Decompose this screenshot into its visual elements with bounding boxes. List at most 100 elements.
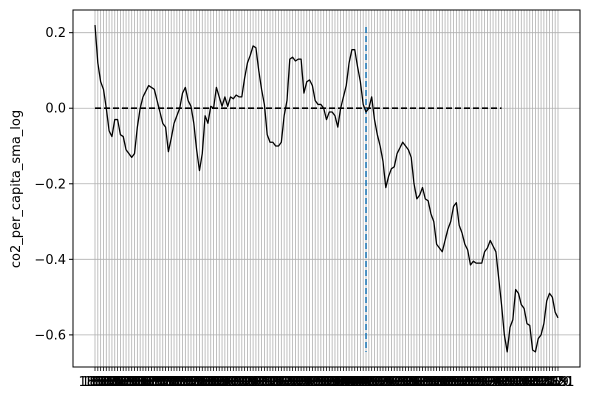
x-tick-label: 1961 — [378, 375, 411, 390]
x-tick-label: 1963 — [383, 375, 416, 390]
x-tick-label: 1902 — [220, 375, 253, 390]
x-tick-label: 1894 — [197, 375, 230, 390]
x-tick-label: 1972 — [409, 375, 442, 390]
grid-lines — [73, 10, 580, 367]
x-tick-label: 1948 — [344, 375, 377, 390]
x-tick-label: 2019 — [536, 375, 569, 390]
x-tick-label: 1864 — [115, 375, 148, 390]
x-tick-label: 1881 — [163, 375, 196, 390]
x-tick-label: 1927 — [287, 375, 320, 390]
x-tick-label: 1921 — [270, 375, 303, 390]
y-tick-label: 0.0 — [45, 102, 66, 117]
x-tick-label: 2000 — [485, 375, 518, 390]
x-tick-label: 1974 — [414, 375, 447, 390]
x-tick-label: 1968 — [397, 375, 430, 390]
x-tick-label: 1925 — [282, 375, 315, 390]
x-tick-label: 2015 — [525, 375, 558, 390]
x-tick-label: 1969 — [400, 375, 433, 390]
x-tick-label: 1857 — [98, 375, 131, 390]
x-tick-label: 1871 — [135, 375, 168, 390]
x-tick-label: 2013 — [519, 375, 552, 390]
series-line — [94, 25, 559, 353]
x-tick-label: 1992 — [462, 375, 495, 390]
x-tick-label: 1994 — [468, 375, 501, 390]
x-tick-label: 1910 — [242, 375, 275, 390]
x-tick-label: 2003 — [493, 375, 526, 390]
x-tick-label: 1983 — [440, 375, 473, 390]
x-tick-label: 1976 — [420, 375, 453, 390]
x-tick-label: 1917 — [259, 375, 292, 390]
x-tick-label: 1876 — [149, 375, 182, 390]
x-tick-label: 1870 — [132, 375, 165, 390]
x-tick-label: 1932 — [301, 375, 334, 390]
x-tick-label: 1869 — [129, 375, 162, 390]
x-tick-label: 1986 — [445, 375, 478, 390]
x-tick-label: 1962 — [381, 375, 414, 390]
x-tick-label: 1880 — [160, 375, 193, 390]
x-tick-label: 1860 — [107, 375, 140, 390]
x-tick-label: 1916 — [256, 375, 289, 390]
x-tick-label: 1901 — [217, 375, 250, 390]
x-tick-label: 1851 — [81, 375, 114, 390]
y-tick-label: −0.2 — [34, 177, 66, 192]
x-tick-label: 1858 — [101, 375, 134, 390]
x-tick-label: 1937 — [313, 375, 346, 390]
x-tick-label: 1998 — [479, 375, 512, 390]
x-tick-label: 2014 — [522, 375, 555, 390]
x-tick-label: 1893 — [194, 375, 227, 390]
x-tick-label: 1951 — [352, 375, 385, 390]
x-tick-label: 1943 — [330, 375, 363, 390]
x-tick-label: 1923 — [276, 375, 309, 390]
x-tick-label: 2010 — [510, 375, 543, 390]
x-tick-label: 1896 — [203, 375, 236, 390]
x-tick-label: 1879 — [158, 375, 191, 390]
x-tick-label: 1945 — [335, 375, 368, 390]
y-tick-label: −0.6 — [34, 328, 66, 343]
x-tick-label: 2008 — [508, 375, 541, 390]
x-tick-label: 1915 — [253, 375, 286, 390]
x-tick-label: 1934 — [307, 375, 340, 390]
y-tick-label: 0.2 — [45, 26, 66, 41]
x-tick-label: 1909 — [239, 375, 272, 390]
x-tick-label: 1884 — [172, 375, 205, 390]
x-tick-label: 1955 — [364, 375, 397, 390]
x-tick-label: 2005 — [499, 375, 532, 390]
x-tick-label: 1956 — [366, 375, 399, 390]
x-tick-label: 1872 — [138, 375, 171, 390]
x-tick-label: 1928 — [290, 375, 323, 390]
x-tick-label: 1938 — [316, 375, 349, 390]
x-tick-label: 1926 — [285, 375, 318, 390]
x-tick-label: 1895 — [200, 375, 233, 390]
x-tick-label: 1958 — [372, 375, 405, 390]
x-tick-label: 1936 — [310, 375, 343, 390]
x-tick-label: 1861 — [110, 375, 143, 390]
x-tick-label: 2006 — [502, 375, 535, 390]
x-tick-label: 2011 — [513, 375, 546, 390]
x-tick-label: 1953 — [358, 375, 391, 390]
x-tick-label: 1977 — [423, 375, 456, 390]
x-tick-label: 1991 — [460, 375, 493, 390]
x-tick-label: 1908 — [237, 375, 270, 390]
x-tick-label: 1882 — [166, 375, 199, 390]
x-tick-label: 1852 — [84, 375, 117, 390]
x-tick-label: 1855 — [93, 375, 126, 390]
x-tick-label: 1922 — [273, 375, 306, 390]
x-tick-label: 1883 — [169, 375, 202, 390]
x-tick-label: 2001 — [488, 375, 521, 390]
x-tick-label: 1999 — [482, 375, 515, 390]
x-tick-label: 1971 — [406, 375, 439, 390]
x-tick-label: 1873 — [141, 375, 174, 390]
x-tick-label: 1996 — [474, 375, 507, 390]
x-tick-label: 2017 — [530, 375, 563, 390]
x-tick-label: 1949 — [347, 375, 380, 390]
y-axis: 0.2 0.0 −0.2 −0.4 −0.6 — [34, 26, 73, 343]
x-tick-label: 1995 — [471, 375, 504, 390]
x-tick-label: 1947 — [341, 375, 374, 390]
x-tick-label: 1904 — [225, 375, 258, 390]
x-tick-label: 2020 — [539, 375, 572, 390]
x-tick-label: 1897 — [205, 375, 238, 390]
x-tick-label: 1919 — [265, 375, 298, 390]
x-tick-label: 1907 — [234, 375, 267, 390]
x-tick-label: 1975 — [417, 375, 450, 390]
